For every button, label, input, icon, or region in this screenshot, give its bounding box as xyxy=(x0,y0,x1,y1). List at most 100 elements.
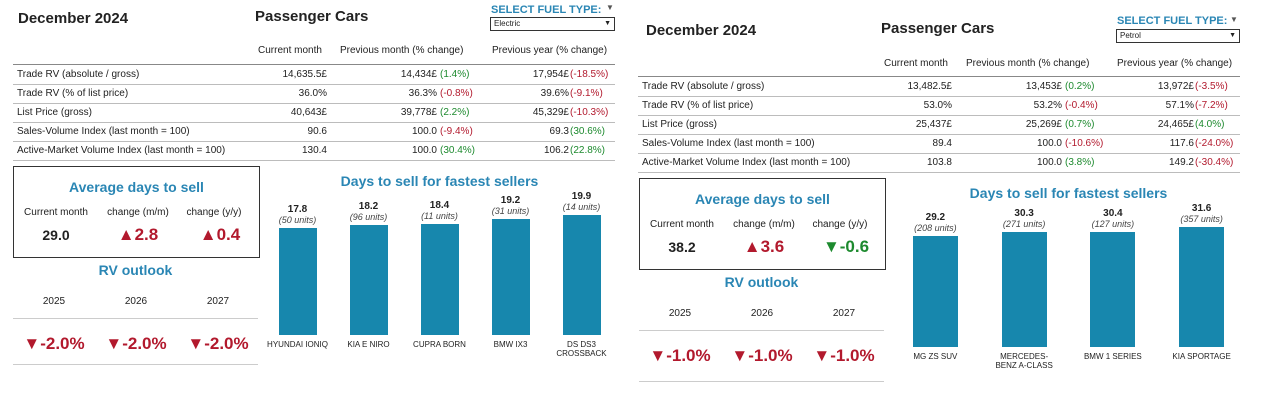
metric-previous-month: 39,778£ xyxy=(400,107,437,118)
panel-electric: December 2024 Passenger Cars SELECT FUEL… xyxy=(0,0,625,419)
metric-previous-year-change: (-30.4%) xyxy=(1195,157,1234,168)
outlook-value-2026: ▼-2.0% xyxy=(105,334,167,353)
metric-previous-month-change: (0.7%) xyxy=(1065,119,1095,130)
bar-category-label: HYUNDAI IONIQ xyxy=(267,340,328,349)
avg-change-mm-label: change (m/m) xyxy=(733,219,795,230)
outlook-value-2025: ▼-2.0% xyxy=(23,334,85,353)
metric-label: Trade RV (% of list price) xyxy=(642,100,754,111)
metric-previous-month: 100.0 xyxy=(411,145,437,156)
bar-value-label: 19.2 xyxy=(500,195,521,207)
col-previous-month: Previous month (% change) xyxy=(340,45,464,56)
metric-label: Trade RV (absolute / gross) xyxy=(17,69,140,80)
bar-value-label: 18.2 xyxy=(358,201,379,213)
metric-current: 103.8 xyxy=(926,157,952,168)
bar-units-label: (357 units) xyxy=(1180,214,1223,224)
metric-label: Sales-Volume Index (last month = 100) xyxy=(17,126,190,137)
metric-previous-year: 106.2 xyxy=(543,145,569,156)
metrics-table: Trade RV (absolute / gross) 13,482.5£ 13,4… xyxy=(638,78,1240,173)
metric-previous-month: 13,453£ xyxy=(1025,81,1062,92)
metric-previous-year: 117.6 xyxy=(1169,138,1194,149)
outlook-year-2026: 2026 xyxy=(750,308,774,319)
metric-previous-month-change: (0.2%) xyxy=(1065,81,1095,92)
metric-row: Trade RV (% of list price) 36.0% 36.3% (-0.… xyxy=(13,85,615,104)
metric-current: 53.0% xyxy=(923,100,952,111)
metric-label: List Price (gross) xyxy=(642,119,718,130)
metric-previous-year-change: (4.0%) xyxy=(1195,119,1225,130)
outlook-bottom-divider xyxy=(13,364,258,365)
metric-previous-month-change: (3.8%) xyxy=(1065,157,1095,168)
avg-current-value: 38.2 xyxy=(668,239,696,255)
bar-category-label: MERCEDES-BENZ A-CLASS xyxy=(995,352,1053,370)
bar-units-label: (11 units) xyxy=(421,211,458,222)
metric-previous-month: 36.3% xyxy=(408,88,437,99)
metric-label: Active-Market Volume Index (last month =… xyxy=(17,145,226,156)
metric-previous-month-change: (1.4%) xyxy=(440,69,470,80)
fuel-type-select[interactable]: Petrol ▼ xyxy=(1116,29,1240,43)
outlook-year-2025: 2025 xyxy=(668,308,692,319)
metric-previous-year-change: (-18.5%) xyxy=(570,69,609,80)
outlook-year-2025: 2025 xyxy=(42,296,66,307)
avg-change-yy-label: change (y/y) xyxy=(186,207,242,218)
average-days-title: Average days to sell xyxy=(69,179,204,195)
fastest-sellers-chart: 17.8 (50 units) HYUNDAI IONIQ 18.2 (96 units… xyxy=(262,191,617,370)
bar-units-label: (31 units) xyxy=(491,206,530,217)
bar-units-label: (50 units) xyxy=(278,214,317,225)
metric-row: Sales-Volume Index (last month = 100) 89.… xyxy=(638,135,1240,154)
avg-change-mm-value: ▲3.6 xyxy=(743,237,785,256)
metric-row: List Price (gross) 25,437£ 25,269£ (0.7%) 24… xyxy=(638,116,1240,135)
fuel-type-select[interactable]: Electric ▼ xyxy=(490,17,615,31)
bar-category-label: BMW 1 SERIES xyxy=(1083,352,1142,361)
chart-bar xyxy=(491,219,530,335)
chevron-down-icon: ▼ xyxy=(1230,15,1238,24)
bar-value-label: 30.4 xyxy=(1103,207,1123,219)
bar-category-label: KIA E NIRO xyxy=(347,340,390,349)
metric-row: Trade RV (absolute / gross) 13,482.5£ 13,4… xyxy=(638,78,1240,97)
chart-bar xyxy=(420,224,459,335)
metric-current: 89.4 xyxy=(932,138,952,149)
chart-bar xyxy=(1090,231,1136,347)
chart-bar xyxy=(349,225,388,335)
avg-change-yy-value: ▲0.4 xyxy=(199,225,241,244)
chart-bar xyxy=(1179,227,1225,347)
chart-bar xyxy=(912,236,958,347)
fuel-type-label: SELECT FUEL TYPE: xyxy=(491,4,602,16)
chevron-down-icon: ▼ xyxy=(606,3,614,12)
col-previous-month: Previous month (% change) xyxy=(966,58,1090,69)
metric-previous-year: 149.2 xyxy=(1168,157,1194,168)
outlook-year-2026: 2026 xyxy=(124,296,148,307)
fuel-type-value: Electric xyxy=(494,19,521,28)
col-previous-year: Previous year (% change) xyxy=(492,45,608,56)
avg-current-month-label: Current month xyxy=(24,207,88,218)
rv-outlook-title: RV outlook xyxy=(724,274,799,290)
metric-previous-year-change: (-7.2%) xyxy=(1195,100,1228,111)
bar-units-label: (14 units) xyxy=(562,202,601,212)
metric-previous-year-change: (-10.3%) xyxy=(570,107,609,118)
average-days-box: Average days to sell Current month chang… xyxy=(13,166,260,258)
panel-petrol: December 2024 Passenger Cars SELECT FUEL… xyxy=(636,0,1280,419)
metric-previous-year: 57.1% xyxy=(1165,100,1194,111)
outlook-divider xyxy=(639,330,884,331)
metric-previous-year: 24,465£ xyxy=(1157,119,1194,130)
average-days-box: Average days to sell Current month chang… xyxy=(639,178,886,270)
metric-current: 90.6 xyxy=(307,126,327,137)
metric-row: Trade RV (% of list price) 53.0% 53.2% (-0.… xyxy=(638,97,1240,116)
metric-previous-year-change: (-9.1%) xyxy=(570,88,603,99)
bar-category-label: CUPRA BORN xyxy=(413,340,466,349)
metric-previous-month-change: (-10.6%) xyxy=(1065,138,1104,149)
chart-bar xyxy=(278,227,317,335)
outlook-value-2027: ▼-2.0% xyxy=(187,334,249,353)
bar-value-label: 29.2 xyxy=(925,212,946,224)
metric-label: List Price (gross) xyxy=(17,107,93,118)
bar-category-label: MG ZS SUV xyxy=(913,352,958,361)
metric-current: 25,437£ xyxy=(915,119,952,130)
metric-current: 40,643£ xyxy=(290,107,327,118)
metric-label: Trade RV (% of list price) xyxy=(17,88,129,99)
metric-previous-month: 14,434£ xyxy=(400,69,437,80)
avg-change-mm-value: ▲2.8 xyxy=(117,225,159,244)
metric-previous-month-change: (30.4%) xyxy=(440,145,476,156)
metric-previous-year-change: (-3.5%) xyxy=(1195,81,1228,92)
dropdown-arrow-icon: ▼ xyxy=(604,20,611,27)
metric-row: Active-Market Volume Index (last month =… xyxy=(638,154,1240,173)
avg-current-month-label: Current month xyxy=(650,219,714,230)
metric-previous-month: 100.0 xyxy=(1036,138,1062,149)
